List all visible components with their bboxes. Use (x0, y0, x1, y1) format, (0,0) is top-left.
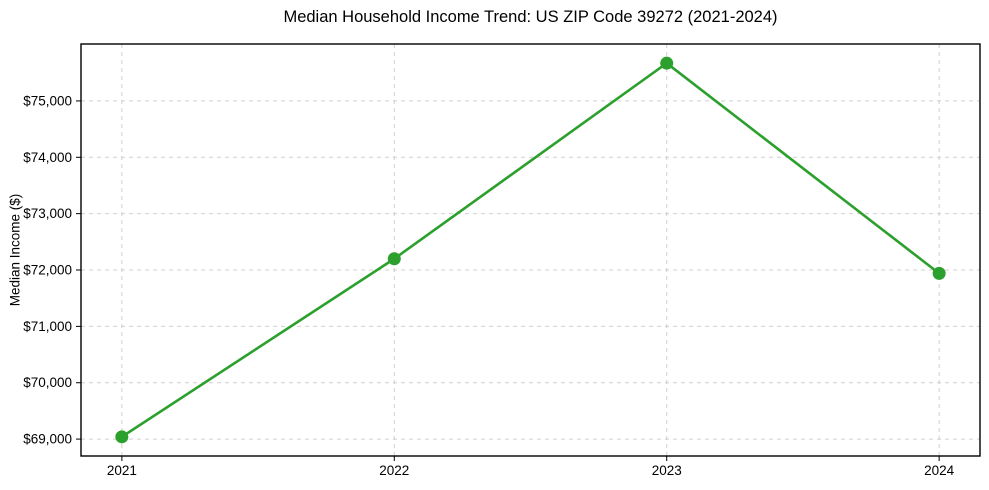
y-tick-label: $69,000 (23, 432, 72, 447)
y-tick-label: $73,000 (23, 206, 72, 221)
x-tick-label: 2023 (652, 463, 682, 478)
y-tick-label: $71,000 (23, 319, 72, 334)
y-tick-label: $74,000 (23, 150, 72, 165)
x-tick-label: 2022 (379, 463, 409, 478)
plot-border (80, 43, 981, 457)
y-tick-label: $75,000 (23, 93, 72, 108)
data-point-marker (932, 266, 946, 280)
chart-title: Median Household Income Trend: US ZIP Co… (283, 8, 778, 26)
x-tick-label: 2024 (924, 463, 955, 478)
trend-line (120, 61, 941, 439)
x-tick-label: 2021 (107, 463, 137, 478)
data-point-marker (660, 56, 674, 70)
y-tick-label: $70,000 (23, 375, 72, 390)
data-point-marker (387, 252, 401, 266)
y-tick-label: $72,000 (23, 263, 72, 278)
data-point-marker (115, 430, 129, 444)
